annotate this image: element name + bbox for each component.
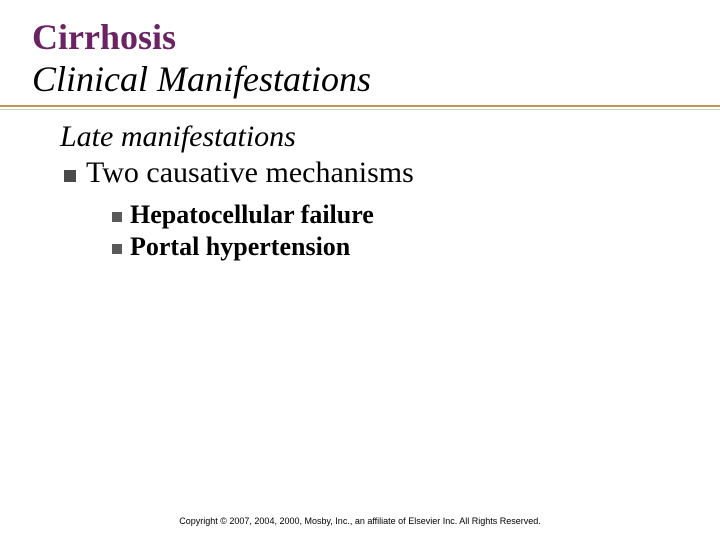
title-line1: Cirrhosis	[32, 18, 688, 58]
square-bullet-icon	[112, 244, 122, 254]
rule-bottom	[0, 109, 720, 110]
bullet-level2: Portal hypertension	[112, 232, 688, 262]
slide-container: Cirrhosis Clinical Manifestations Late m…	[0, 0, 720, 540]
level2-text: Hepatocellular failure	[130, 200, 374, 230]
title-block: Cirrhosis Clinical Manifestations	[32, 18, 688, 99]
title-line2: Clinical Manifestations	[32, 60, 688, 100]
square-bullet-icon	[64, 170, 76, 182]
bullet-level1: Two causative mechanisms	[64, 156, 688, 190]
level1-text: Two causative mechanisms	[86, 156, 414, 190]
bullet-level2: Hepatocellular failure	[112, 200, 688, 230]
body-block: Late manifestations Two causative mechan…	[32, 120, 688, 262]
body-subhead: Late manifestations	[60, 120, 688, 154]
square-bullet-icon	[112, 212, 122, 222]
title-underline	[0, 105, 720, 110]
rule-top	[0, 105, 720, 107]
level2-group: Hepatocellular failure Portal hypertensi…	[112, 200, 688, 262]
copyright-footer: Copyright © 2007, 2004, 2000, Mosby, Inc…	[0, 516, 720, 526]
level2-text: Portal hypertension	[130, 232, 350, 262]
